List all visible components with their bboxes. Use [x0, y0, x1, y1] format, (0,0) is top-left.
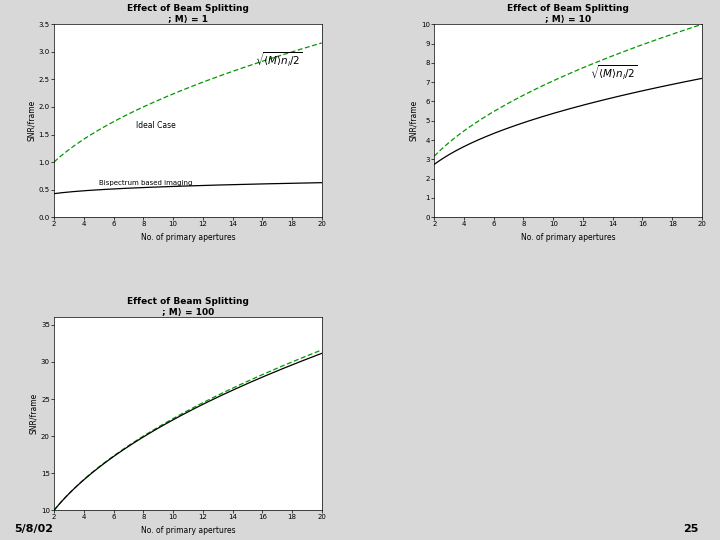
Y-axis label: SNR/frame: SNR/frame [29, 393, 38, 435]
Title: Effect of Beam Splitting
; M⟩ = 100: Effect of Beam Splitting ; M⟩ = 100 [127, 297, 249, 316]
Text: $\sqrt{\langle M\rangle n_i/2}$: $\sqrt{\langle M\rangle n_i/2}$ [255, 51, 302, 69]
Text: Ideal Case: Ideal Case [136, 121, 176, 130]
Text: 25: 25 [683, 524, 698, 534]
X-axis label: No. of primary apertures: No. of primary apertures [140, 526, 235, 535]
X-axis label: No. of primary apertures: No. of primary apertures [521, 233, 616, 242]
Y-axis label: SNR/frame: SNR/frame [409, 100, 418, 141]
Text: 5/8/02: 5/8/02 [14, 524, 53, 534]
Text: $\sqrt{\langle M\rangle n_i/2}$: $\sqrt{\langle M\rangle n_i/2}$ [590, 64, 638, 82]
Title: Effect of Beam Splitting
; M⟩ = 1: Effect of Beam Splitting ; M⟩ = 1 [127, 4, 249, 24]
X-axis label: No. of primary apertures: No. of primary apertures [140, 233, 235, 242]
Y-axis label: SNR/frame: SNR/frame [27, 100, 36, 141]
Text: Bispectrum based imaging: Bispectrum based imaging [99, 180, 192, 186]
Title: Effect of Beam Splitting
; M⟩ = 10: Effect of Beam Splitting ; M⟩ = 10 [507, 4, 629, 24]
